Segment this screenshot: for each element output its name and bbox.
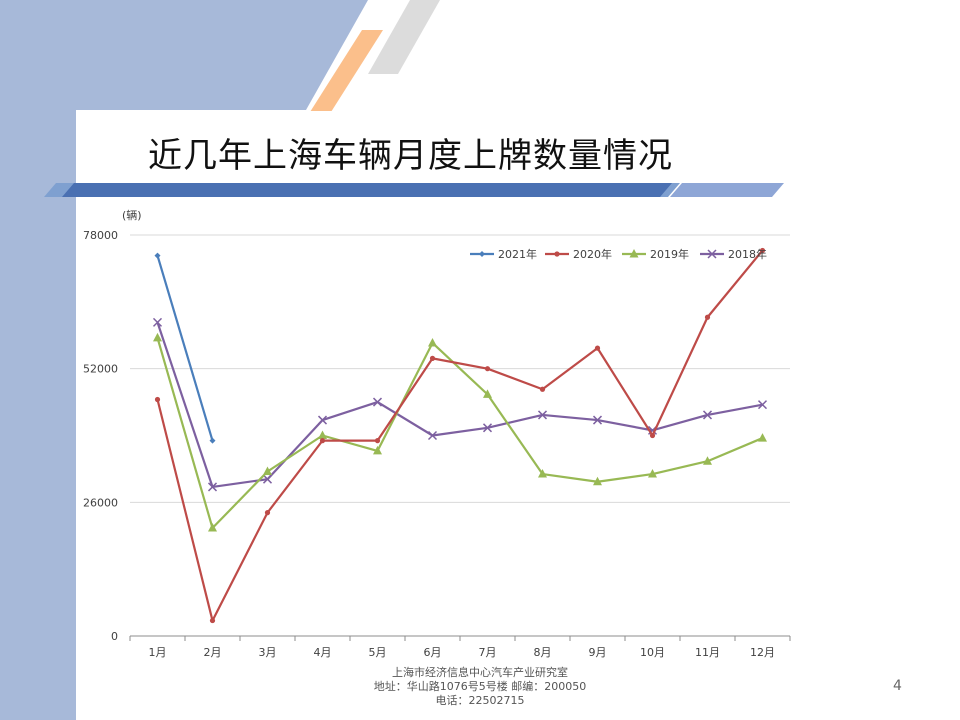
legend-marker [479,251,485,257]
top-blue-band [0,0,368,110]
data-point [207,482,218,492]
legend-label: 2019年 [650,247,689,261]
series-line [156,337,763,530]
x-tick-label: 8月 [534,646,552,659]
data-point [264,510,271,516]
series-line [156,322,763,489]
footer-phone: 电话：22502715 [435,694,525,707]
y-tick-label: 0 [111,630,118,643]
data-point [152,317,163,327]
data-point [594,345,601,351]
y-tick-label: 26000 [83,496,118,509]
legend-marker [707,249,717,259]
footer: 上海市经济信息中心汽车产业研究室 地址：华山路1076号5号楼 邮编：20005… [330,666,630,708]
x-tick-label: 10月 [640,646,665,659]
slide-title: 近几年上海车辆月度上牌数量情况 [148,136,673,176]
x-tick-label: 1月 [149,646,167,659]
title-underline-right [670,183,784,197]
legend-marker [554,251,560,257]
data-point [703,456,712,465]
title-underline-dark [62,183,672,197]
data-point [154,396,161,403]
y-tick-label: 78000 [83,229,118,242]
data-point [209,437,216,444]
gray-stripe [368,0,440,74]
data-point [209,617,216,624]
footer-org: 上海市经济信息中心汽车产业研究室 [392,666,568,679]
data-point [262,474,273,484]
data-point [757,400,768,410]
x-tick-label: 5月 [369,646,387,659]
legend-label: 2018年 [728,247,767,261]
data-point [593,476,602,486]
data-point [649,432,656,439]
x-tick-label: 11月 [695,646,720,659]
legend-marker [629,249,639,258]
data-point [483,389,492,398]
data-point [427,430,438,441]
x-tick-label: 9月 [589,646,607,659]
legend-label: 2021年 [498,247,537,261]
data-point [373,445,382,455]
data-point [319,438,326,444]
data-point [374,438,381,444]
y-unit-label: (辆) [122,208,142,222]
data-point [758,433,767,442]
x-tick-label: 2月 [204,646,222,659]
data-point [592,415,603,425]
footer-address: 地址：华山路1076号5号楼 邮编：200050 [373,680,587,693]
y-tick-label: 52000 [83,363,118,376]
data-point [702,410,713,420]
data-point [208,523,217,532]
x-tick-label: 6月 [424,646,442,659]
legend-label: 2020年 [573,247,612,261]
x-tick-label: 7月 [479,646,497,659]
data-point [153,332,162,342]
left-blue-band [0,0,76,720]
x-tick-label: 4月 [314,646,332,659]
data-point [538,469,547,478]
data-point [318,430,327,439]
data-point [154,252,161,259]
series-line [156,249,764,622]
data-point [428,337,437,347]
data-point [482,423,493,433]
x-tick-label: 3月 [259,646,277,659]
data-point [484,366,491,372]
orange-stripe [310,30,383,112]
data-point [704,314,711,320]
data-point [317,415,328,425]
x-tick-label: 12月 [750,646,775,659]
data-point [372,397,383,407]
page-number: 4 [893,678,902,694]
data-point [759,247,766,254]
data-point [537,410,548,420]
series-line [156,255,214,441]
data-point [539,386,546,392]
data-point [648,469,657,478]
data-point [429,355,436,361]
content-panel [76,111,960,720]
data-point [263,466,272,475]
